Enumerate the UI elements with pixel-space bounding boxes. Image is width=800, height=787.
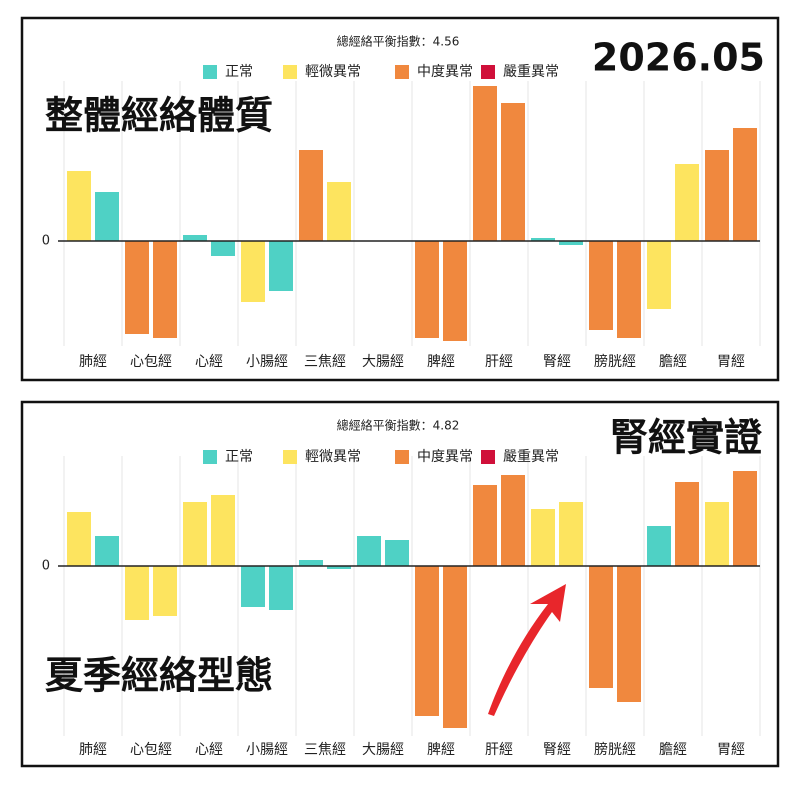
x-tick-label: 肝經: [485, 742, 513, 758]
legend-swatch: [283, 65, 297, 79]
x-tick-label: 肺經: [79, 354, 107, 370]
x-tick-label: 心包經: [130, 354, 172, 370]
legend-swatch: [283, 450, 297, 464]
x-tick-label: 大腸經: [362, 354, 404, 370]
x-tick-label: 心經: [195, 354, 223, 370]
subtitle: 總經絡平衡指數：4.82: [337, 418, 460, 433]
chart-title: 2026.05: [592, 36, 765, 80]
bar: [733, 128, 757, 241]
bar: [299, 150, 323, 241]
bar: [501, 103, 525, 241]
y-tick-label: 0: [42, 559, 50, 574]
x-tick-label: 三焦經: [304, 742, 346, 758]
bar: [473, 86, 497, 241]
bar: [269, 566, 293, 610]
bar: [559, 241, 583, 245]
x-tick-label: 膽經: [659, 353, 687, 370]
bar: [183, 235, 207, 241]
bar: [95, 192, 119, 241]
x-tick-label: 心經: [195, 742, 223, 758]
subtitle: 總經絡平衡指數：4.56: [337, 34, 460, 49]
x-tick-label: 小腸經: [246, 354, 288, 370]
chart-title: 腎經實證: [610, 416, 763, 460]
legend-label: 嚴重異常: [503, 449, 559, 465]
legend-swatch: [203, 450, 217, 464]
bar: [183, 502, 207, 566]
bar: [443, 241, 467, 341]
bar: [617, 241, 641, 338]
legend-swatch: [481, 450, 495, 464]
annotation: 整體經絡體質: [45, 94, 273, 138]
bar: [327, 566, 351, 569]
bar: [501, 475, 525, 566]
bar: [647, 526, 671, 566]
bar: [675, 164, 699, 241]
bar: [67, 171, 91, 241]
legend-label: 輕微異常: [305, 64, 361, 80]
x-tick-label: 胃經: [717, 742, 745, 758]
bar: [531, 509, 555, 566]
bar: [241, 241, 265, 302]
bar: [705, 502, 729, 566]
bar: [269, 241, 293, 291]
bar: [153, 241, 177, 338]
legend-swatch: [481, 65, 495, 79]
bar: [647, 241, 671, 309]
bar: [153, 566, 177, 616]
bar: [299, 560, 323, 566]
legend-swatch: [395, 65, 409, 79]
annotation: 夏季經絡型態: [45, 654, 273, 698]
bar: [589, 566, 613, 688]
legend-label: 正常: [225, 449, 253, 465]
bar: [327, 182, 351, 241]
bar: [559, 502, 583, 566]
bar: [241, 566, 265, 607]
x-tick-label: 小腸經: [246, 742, 288, 758]
bar: [531, 238, 555, 241]
x-tick-label: 胃經: [717, 354, 745, 370]
x-tick-label: 腎經: [543, 354, 571, 370]
legend-label: 嚴重異常: [503, 64, 559, 80]
x-tick-label: 膀胱經: [594, 353, 636, 370]
bar: [357, 536, 381, 566]
bar: [385, 540, 409, 566]
bar: [589, 241, 613, 330]
legend-label: 輕微異常: [305, 449, 361, 465]
bar: [95, 536, 119, 566]
bar: [211, 495, 235, 566]
legend-label: 中度異常: [417, 449, 473, 465]
bar: [125, 566, 149, 620]
x-tick-label: 脾經: [427, 742, 455, 758]
bar: [617, 566, 641, 702]
x-tick-label: 肝經: [485, 354, 513, 370]
bar: [67, 512, 91, 566]
legend-swatch: [395, 450, 409, 464]
bar: [733, 471, 757, 566]
bar: [443, 566, 467, 728]
bar: [125, 241, 149, 334]
x-tick-label: 膽經: [659, 741, 687, 758]
x-tick-label: 腎經: [543, 742, 571, 758]
x-tick-label: 膀胱經: [594, 741, 636, 758]
bar: [705, 150, 729, 241]
x-tick-label: 肺經: [79, 742, 107, 758]
legend-swatch: [203, 65, 217, 79]
bar: [675, 482, 699, 566]
x-tick-label: 脾經: [427, 354, 455, 370]
x-tick-label: 心包經: [130, 742, 172, 758]
bar: [211, 241, 235, 256]
x-tick-label: 大腸經: [362, 742, 404, 758]
bar: [415, 241, 439, 338]
legend-label: 正常: [225, 64, 253, 80]
legend-label: 中度異常: [417, 64, 473, 80]
bar: [473, 485, 497, 566]
bar: [415, 566, 439, 716]
y-tick-label: 0: [42, 234, 50, 249]
x-tick-label: 三焦經: [304, 354, 346, 370]
arrow: [488, 584, 566, 716]
